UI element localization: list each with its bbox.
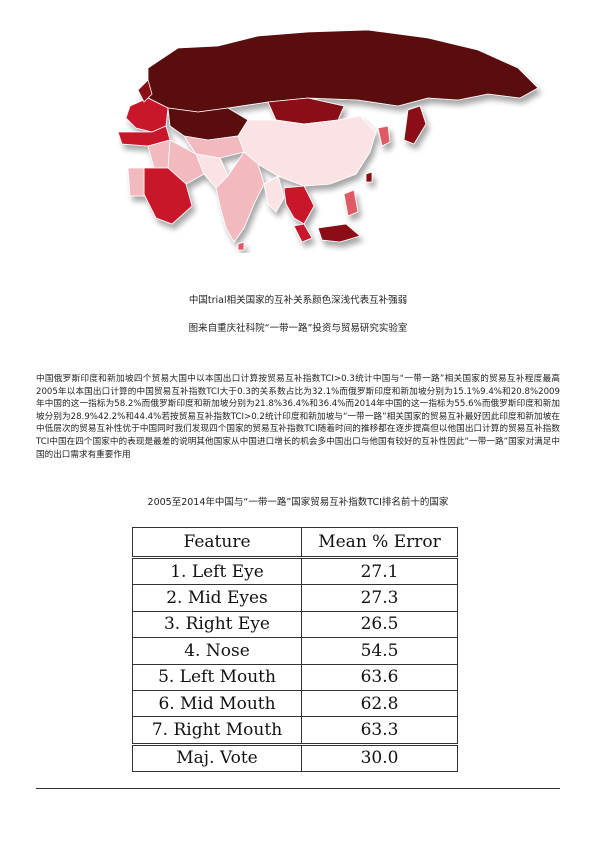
region-russia (147, 29, 539, 113)
region-baltics (137, 79, 153, 103)
feature-cell: 2. Mid Eyes (132, 584, 302, 612)
table-row: 5. Left Mouth 63.6 (132, 663, 458, 691)
figure-caption: 中国trial相关国家的互补关系颜色深浅代表互补强弱 (188, 295, 408, 306)
feature-cell: 7. Right Mouth (132, 716, 302, 745)
region-korea (377, 125, 391, 147)
region-philippines (343, 189, 359, 217)
header-mean-error: Mean % Error (301, 527, 458, 559)
region-saudi-arabia (143, 167, 193, 225)
region-china (237, 115, 377, 187)
region-indochina (283, 185, 315, 225)
asia-choropleth-map (117, 29, 539, 251)
asia-map-figure (108, 28, 548, 253)
region-india (215, 151, 265, 243)
vote-value-cell: 30.0 (301, 742, 458, 773)
bottom-divider (36, 788, 560, 789)
error-cell: 54.5 (301, 637, 458, 665)
feature-error-table: Feature Mean % Error 1. Left Eye 27.1 2.… (132, 527, 458, 773)
region-egypt (127, 167, 145, 197)
table-header-row: Feature Mean % Error (132, 527, 458, 559)
table-row: 4. Nose 54.5 (132, 637, 458, 665)
error-cell: 27.3 (301, 584, 458, 612)
error-cell: 27.1 (301, 556, 458, 586)
region-kazakhstan (167, 107, 249, 141)
region-indonesia (317, 223, 361, 243)
majority-vote-row: Maj. Vote 30.0 (132, 742, 458, 773)
feature-cell: 1. Left Eye (132, 556, 302, 586)
region-malaysia (293, 223, 313, 243)
feature-cell: 4. Nose (132, 637, 302, 665)
table-row: 3. Right Eye 26.5 (132, 610, 458, 639)
region-taiwan (365, 171, 373, 183)
feature-cell: 6. Mid Mouth (132, 689, 302, 718)
table-row: 1. Left Eye 27.1 (132, 556, 458, 586)
table-row: 7. Right Mouth 63.3 (132, 716, 458, 745)
feature-cell: 5. Left Mouth (132, 663, 302, 691)
error-cell: 26.5 (301, 610, 458, 639)
region-sri-lanka (237, 241, 245, 251)
error-cell: 62.8 (301, 689, 458, 718)
header-feature: Feature (132, 527, 302, 559)
table-row: 2. Mid Eyes 27.3 (132, 584, 458, 612)
figure-source: 图来自重庆社科院“一带一路”投资与贸易研究实验室 (188, 323, 408, 334)
body-paragraph: 中国俄罗斯印度和新加坡四个贸易大国中以本国出口计算按贸易互补指数TCI>0.3统… (36, 374, 560, 460)
error-cell: 63.3 (301, 716, 458, 745)
error-cell: 63.6 (301, 663, 458, 691)
region-myanmar (263, 175, 285, 213)
region-japan (403, 105, 427, 145)
vote-label-cell: Maj. Vote (132, 742, 302, 773)
table-row: 6. Mid Mouth 62.8 (132, 689, 458, 718)
feature-cell: 3. Right Eye (132, 610, 302, 639)
table-title: 2005至2014年中国与“一带一路”国家贸易互补指数TCI排名前十的国家 (147, 497, 449, 508)
